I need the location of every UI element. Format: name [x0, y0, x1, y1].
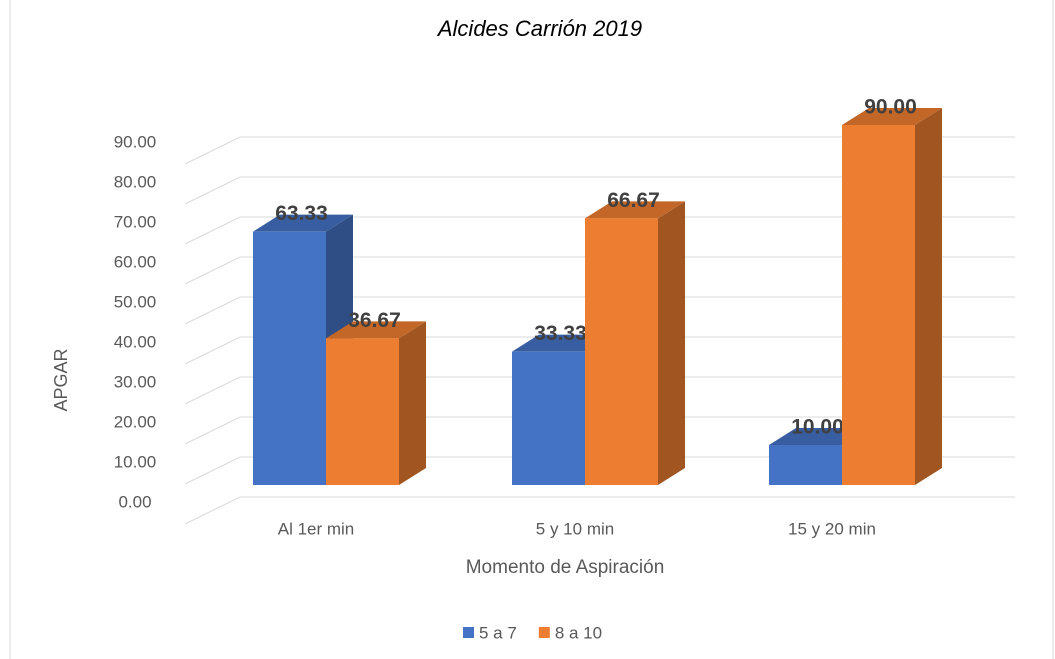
bar-side	[658, 201, 685, 485]
y-tick-label: 50.00	[114, 292, 157, 311]
grid-line	[184, 216, 1015, 245]
y-tick-label: 30.00	[114, 372, 157, 391]
y-tick-label: 20.00	[114, 412, 157, 431]
bar	[585, 218, 658, 485]
bar-top	[253, 214, 353, 232]
grid-line	[184, 336, 1015, 365]
data-label: 33.33	[534, 322, 587, 345]
data-label: 36.67	[348, 309, 401, 332]
grid-line	[184, 176, 1015, 205]
x-tick-label: 5 y 10 min	[536, 519, 614, 538]
grid-line	[184, 256, 1015, 285]
bar	[512, 351, 585, 485]
y-axis-title: APGAR	[51, 348, 71, 411]
bar-top	[585, 201, 685, 219]
y-tick-label: 10.00	[114, 452, 157, 471]
legend-swatch	[463, 627, 474, 638]
grid-line	[184, 416, 1015, 445]
legend-swatch	[538, 627, 550, 638]
bar	[842, 125, 915, 485]
legend-label: 8 a 10	[555, 623, 602, 642]
y-tick-label: 60.00	[114, 252, 157, 271]
x-tick-label: Al 1er min	[278, 519, 355, 538]
bar-top	[326, 321, 426, 339]
data-label: 63.33	[275, 202, 328, 225]
y-tick-label: 0.00	[118, 492, 151, 511]
x-tick-label: 15 y 20 min	[788, 519, 876, 538]
chart-title: Alcides Carrión 2019	[436, 16, 642, 41]
data-label: 66.67	[607, 189, 660, 212]
grid-line	[184, 456, 1015, 485]
data-label: 90.00	[864, 96, 917, 119]
grid-line	[184, 496, 1015, 525]
x-axis-title: Momento de Aspiración	[466, 557, 665, 578]
bar-top	[842, 108, 942, 125]
chart-frame	[9, 0, 1054, 659]
bar	[253, 231, 326, 485]
grid-line	[184, 296, 1015, 325]
bar-side	[915, 108, 942, 485]
data-label: 10.00	[791, 416, 844, 439]
bar-side	[399, 321, 426, 485]
grid-line	[184, 376, 1015, 405]
y-tick-label: 40.00	[114, 332, 157, 351]
y-tick-label: 70.00	[114, 212, 157, 231]
grid-line	[184, 136, 1015, 165]
y-tick-label: 90.00	[114, 132, 157, 151]
y-tick-label: 80.00	[114, 172, 157, 191]
bar	[326, 338, 399, 485]
legend-label: 5 a 7	[479, 623, 517, 642]
bar	[769, 445, 842, 485]
